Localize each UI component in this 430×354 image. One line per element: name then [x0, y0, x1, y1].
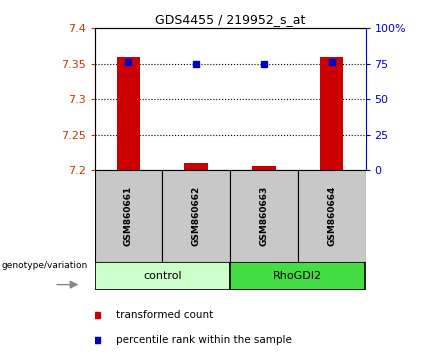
Text: GSM860661: GSM860661 [124, 186, 133, 246]
Text: GSM860662: GSM860662 [192, 186, 201, 246]
Text: RhoGDI2: RhoGDI2 [273, 271, 322, 281]
Text: GSM860663: GSM860663 [259, 186, 268, 246]
Text: transformed count: transformed count [116, 310, 214, 320]
Bar [320, 57, 344, 170]
Bar [95, 262, 230, 290]
Bar [230, 262, 366, 290]
Text: percentile rank within the sample: percentile rank within the sample [116, 335, 292, 344]
Text: GSM860664: GSM860664 [327, 186, 336, 246]
Bar [95, 170, 162, 262]
Bar [184, 163, 208, 170]
Bar [117, 57, 140, 170]
Bar [230, 170, 298, 262]
Title: GDS4455 / 219952_s_at: GDS4455 / 219952_s_at [155, 13, 305, 26]
Bar [252, 166, 276, 170]
Text: control: control [143, 271, 181, 281]
Bar [162, 170, 230, 262]
Bar [298, 170, 366, 262]
Text: genotype/variation: genotype/variation [2, 261, 88, 270]
